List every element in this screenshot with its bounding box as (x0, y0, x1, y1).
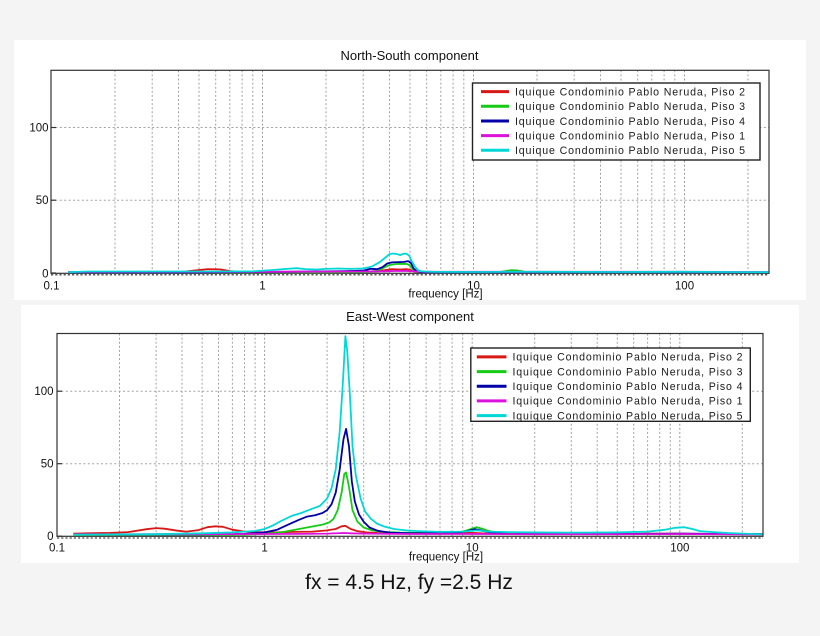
svg-text:Iquique Condominio Pablo Nerud: Iquique Condominio Pablo Neruda, Piso 3 (513, 366, 743, 378)
svg-text:Iquique Condominio Pablo Nerud: Iquique Condominio Pablo Neruda, Piso 3 (515, 101, 745, 113)
svg-text:Iquique Condominio Pablo Nerud: Iquique Condominio Pablo Neruda, Piso 2 (513, 352, 743, 364)
svg-text:10: 10 (466, 543, 479, 555)
svg-text:0.1: 0.1 (49, 543, 65, 555)
svg-text:0: 0 (42, 268, 48, 280)
svg-text:fx = 4.5 Hz, fy =2.5 Hz: fx = 4.5 Hz, fy =2.5 Hz (305, 571, 513, 594)
svg-text:frequency [Hz]: frequency [Hz] (409, 552, 483, 564)
svg-text:Iquique Condominio Pablo Nerud: Iquique Condominio Pablo Neruda, Piso 5 (515, 145, 745, 157)
svg-text:Iquique Condominio Pablo Nerud: Iquique Condominio Pablo Neruda, Piso 4 (515, 116, 745, 128)
svg-text:Iquique Condominio Pablo Nerud: Iquique Condominio Pablo Neruda, Piso 1 (515, 130, 745, 142)
svg-text:100: 100 (675, 281, 694, 293)
svg-text:Iquique Condominio Pablo Nerud: Iquique Condominio Pablo Neruda, Piso 4 (513, 381, 743, 393)
svg-text:100: 100 (29, 122, 48, 134)
svg-text:100: 100 (670, 543, 689, 555)
svg-text:0.1: 0.1 (44, 281, 60, 293)
svg-text:Iquique Condominio Pablo Nerud: Iquique Condominio Pablo Neruda, Piso 1 (513, 396, 743, 408)
svg-text:100: 100 (34, 386, 53, 398)
svg-text:Iquique Condominio Pablo Nerud: Iquique Condominio Pablo Neruda, Piso 2 (515, 86, 745, 98)
svg-text:1: 1 (259, 281, 265, 293)
svg-text:1: 1 (261, 543, 267, 555)
svg-text:Iquique Condominio Pablo Nerud: Iquique Condominio Pablo Neruda, Piso 5 (513, 410, 743, 422)
svg-text:50: 50 (36, 195, 49, 207)
svg-text:North-South component: North-South component (340, 48, 478, 63)
svg-text:East-West component: East-West component (346, 309, 474, 324)
svg-text:10: 10 (467, 281, 480, 293)
svg-text:frequency [Hz]: frequency [Hz] (408, 289, 482, 301)
svg-text:50: 50 (41, 459, 54, 471)
svg-text:0: 0 (47, 531, 53, 543)
